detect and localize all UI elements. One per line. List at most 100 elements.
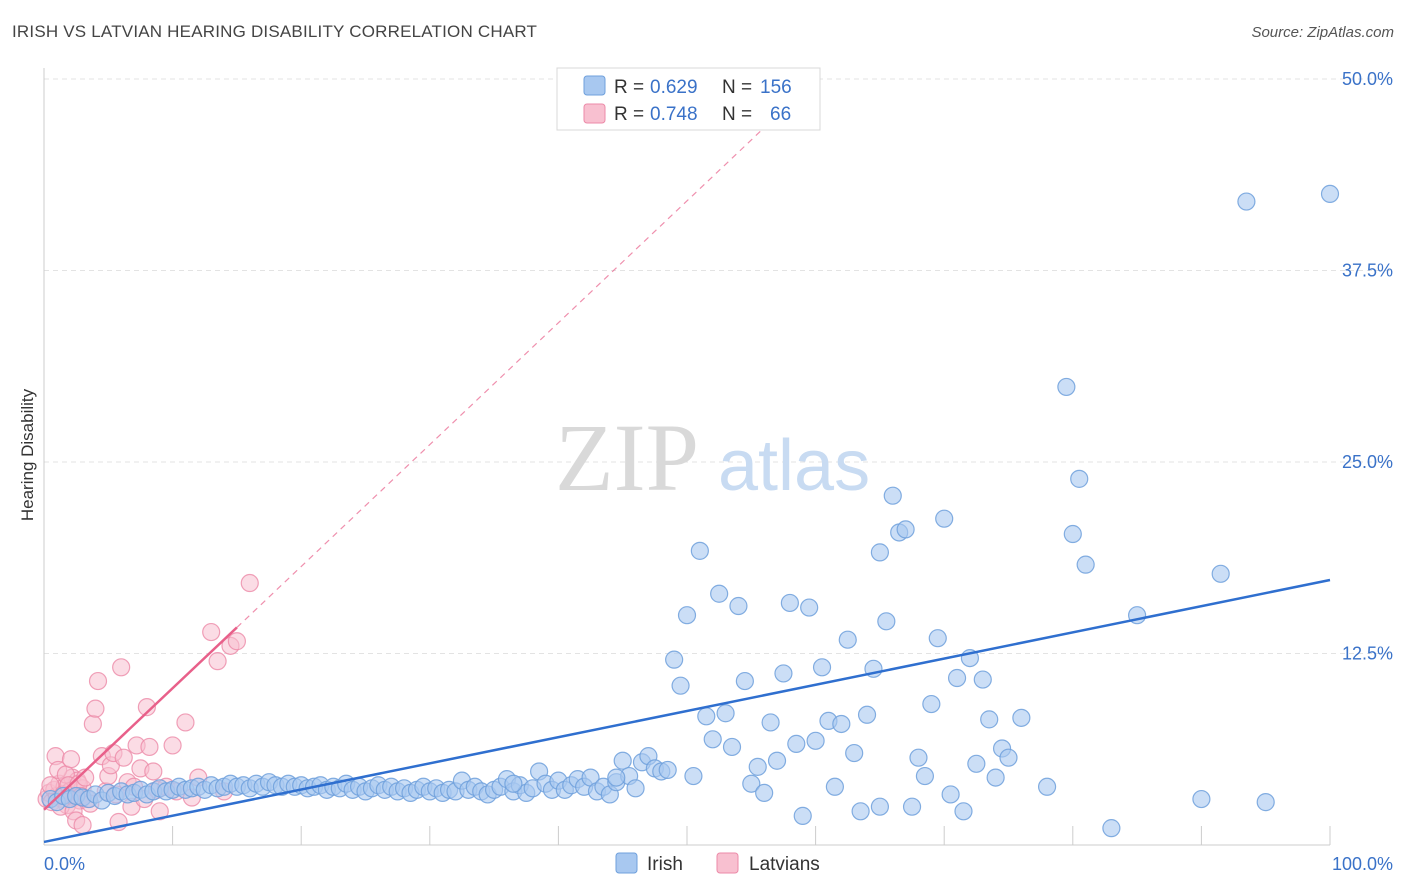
- irish-point-132: [896, 520, 915, 539]
- irish-point-150: [1057, 377, 1076, 397]
- irish-point-135: [915, 766, 935, 786]
- legend-r-label-irish: R =: [614, 77, 644, 98]
- latvian-point-60: [202, 622, 221, 642]
- latvian-point-30: [83, 714, 102, 734]
- irish-point-99: [677, 606, 697, 625]
- irish-point-111: [761, 713, 780, 732]
- latvian-point-39: [73, 815, 92, 835]
- y-tick-label-1: 25.0%: [1342, 452, 1393, 472]
- x-tick-label-0: 0.0%: [44, 854, 85, 874]
- irish-point-143: [967, 754, 986, 773]
- chart-source: Source: ZipAtlas.com: [1251, 24, 1394, 41]
- irish-point-134: [909, 748, 928, 767]
- irish-point-109: [748, 757, 767, 776]
- legend-top: R = 0.629 N = 156 R = 0.748 N = 66: [556, 67, 821, 131]
- legend-n-value-irish: 156: [760, 77, 792, 98]
- irish-point-165: [504, 774, 523, 793]
- irish-point-122: [832, 714, 851, 734]
- legend-bottom: Irish Latvians: [615, 852, 820, 875]
- legend-swatch-latvians: [583, 103, 606, 124]
- chart-title: IRISH VS LATVIAN HEARING DISABILITY CORR…: [12, 22, 538, 41]
- legend-r-label-latvians: R =: [614, 104, 644, 125]
- irish-point-102: [703, 730, 722, 749]
- legend-swatch-irish-bottom: [615, 852, 638, 874]
- latvian-point-64: [227, 632, 246, 651]
- irish-point-119: [812, 658, 832, 677]
- irish-point-130: [883, 486, 902, 505]
- latvian-point-49: [137, 698, 156, 717]
- irish-point-110: [755, 783, 774, 803]
- irish-point-103: [710, 584, 729, 603]
- watermark: ZIP atlas: [555, 404, 870, 511]
- irish-point-158: [1320, 184, 1340, 203]
- watermark-zip: ZIP: [555, 404, 699, 511]
- irish-point-98: [671, 676, 690, 695]
- irish-point-118: [806, 731, 825, 750]
- y-axis-label: Hearing Disability: [18, 388, 37, 521]
- irish-point-149: [1012, 708, 1031, 727]
- latvian-point-57: [176, 713, 195, 732]
- irish-point-125: [851, 802, 870, 821]
- irish-point-148: [999, 748, 1018, 767]
- legend-r-value-irish: 0.629: [650, 77, 698, 98]
- irish-point-107: [735, 671, 754, 691]
- irish-point-112: [767, 751, 787, 770]
- irish-point-100: [690, 541, 709, 560]
- irish-point-145: [980, 710, 999, 729]
- legend-swatch-irish: [583, 75, 606, 96]
- irish-point-124: [845, 743, 864, 763]
- legend-label-latvians: Latvians: [749, 854, 820, 875]
- latvian-point-51: [144, 762, 163, 781]
- latvian-point-53: [150, 802, 169, 821]
- irish-point-154: [1102, 819, 1121, 838]
- irish-point-123: [838, 630, 857, 649]
- irish-point-152: [1070, 469, 1089, 488]
- y-tick-label-3: 50.0%: [1342, 69, 1393, 89]
- irish-point-161: [1256, 793, 1275, 812]
- latvian-point-50: [140, 737, 159, 757]
- irish-point-104: [716, 704, 735, 723]
- irish-point-133: [902, 797, 922, 816]
- irish-point-138: [935, 509, 954, 528]
- irish-point-153: [1076, 555, 1095, 574]
- axes: [43, 68, 1331, 846]
- irish-point-160: [1192, 789, 1211, 809]
- latvian-point-55: [163, 736, 182, 755]
- irish-trendline: [43, 578, 1331, 844]
- irish-point-113: [774, 664, 793, 683]
- latvian-point-32: [88, 671, 108, 691]
- irish-point-117: [800, 598, 819, 617]
- latvian-point-65: [240, 573, 259, 593]
- irish-point-121: [825, 777, 844, 796]
- irish-point-97: [665, 650, 684, 669]
- irish-point-116: [793, 806, 812, 825]
- irish-point-136: [922, 694, 941, 714]
- latvian-trendline-extension: [236, 78, 817, 628]
- y-tick-label-2: 37.5%: [1342, 261, 1393, 281]
- irish-point-163: [684, 766, 703, 786]
- legend-n-label-latvians: N =: [722, 104, 752, 125]
- y-tick-label-0: 12.5%: [1342, 644, 1393, 664]
- irish-point-140: [947, 668, 967, 688]
- irish-point-128: [870, 543, 890, 562]
- legend-label-irish: Irish: [647, 854, 683, 875]
- irish-point-91: [626, 779, 645, 798]
- gridlines: [44, 78, 1392, 654]
- irish-point-162: [870, 797, 890, 816]
- latvian-point-22: [61, 750, 81, 769]
- legend-swatch-latvians-bottom: [716, 852, 739, 874]
- legend-r-value-latvians: 0.748: [650, 104, 698, 125]
- trendlines: [43, 78, 1331, 844]
- watermark-atlas: atlas: [718, 426, 870, 506]
- latvian-point-31: [86, 699, 105, 718]
- irish-point-157: [1237, 192, 1256, 211]
- latvian-trendline: [43, 626, 238, 811]
- irish-point-101: [697, 707, 716, 726]
- latvian-point-42: [114, 748, 133, 767]
- irish-point-164: [607, 768, 626, 787]
- irish-point-144: [973, 670, 992, 689]
- irish-point-141: [954, 802, 973, 821]
- irish-point-159: [1037, 777, 1057, 796]
- irish-point-106: [729, 596, 748, 616]
